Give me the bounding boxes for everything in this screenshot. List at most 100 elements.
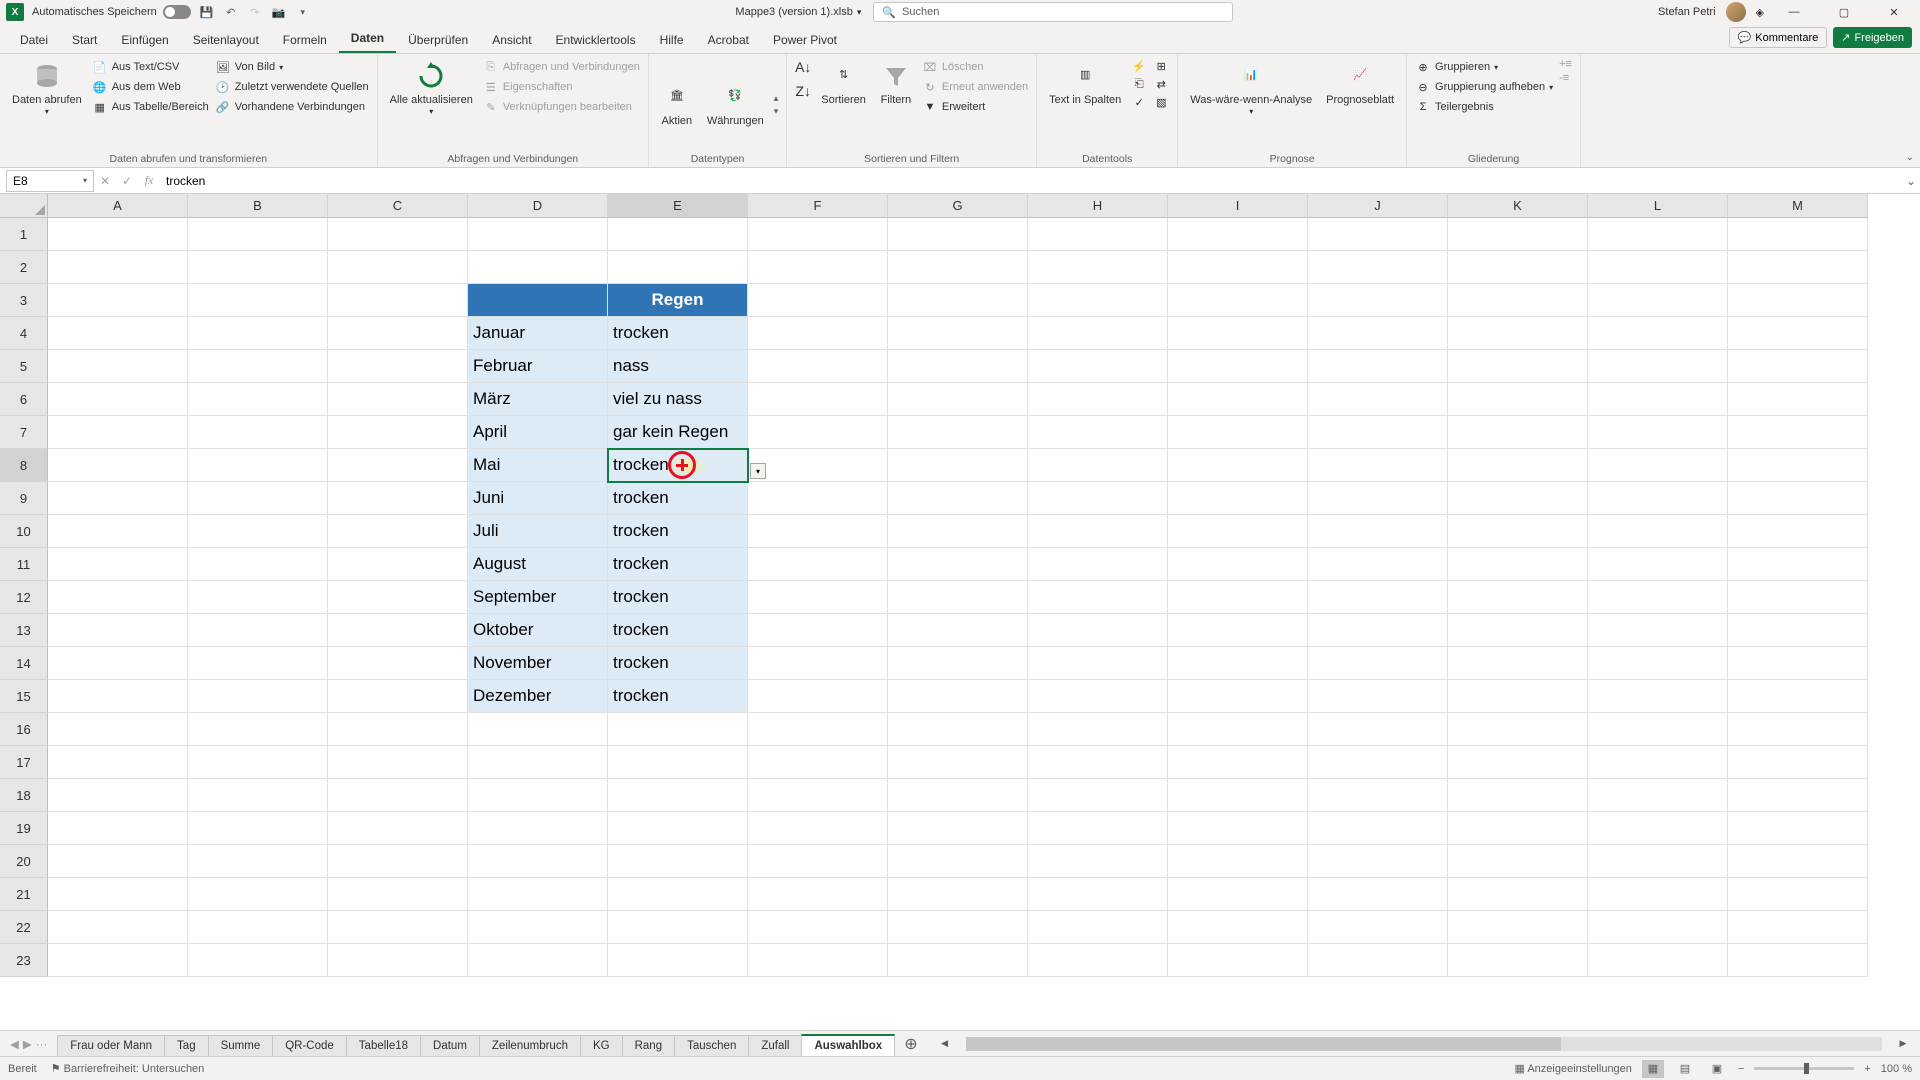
sheet-tab-tabelle18[interactable]: Tabelle18 <box>346 1035 421 1056</box>
cell-I10[interactable] <box>1168 515 1308 548</box>
stocks-button[interactable]: 🏛Aktien <box>657 79 697 130</box>
col-header-H[interactable]: H <box>1028 194 1168 218</box>
cell-D12[interactable]: September <box>468 581 608 614</box>
cell-F22[interactable] <box>748 911 888 944</box>
tab-einfuegen[interactable]: Einfügen <box>109 27 180 53</box>
row-header-19[interactable]: 19 <box>0 812 48 845</box>
cell-L23[interactable] <box>1588 944 1728 977</box>
cell-A9[interactable] <box>48 482 188 515</box>
cell-A3[interactable] <box>48 284 188 317</box>
cell-K14[interactable] <box>1448 647 1588 680</box>
cell-B7[interactable] <box>188 416 328 449</box>
cell-C9[interactable] <box>328 482 468 515</box>
row-header-6[interactable]: 6 <box>0 383 48 416</box>
cell-G2[interactable] <box>888 251 1028 284</box>
cell-B23[interactable] <box>188 944 328 977</box>
cell-I6[interactable] <box>1168 383 1308 416</box>
fx-button[interactable]: fx <box>138 173 160 188</box>
row-header-23[interactable]: 23 <box>0 944 48 977</box>
cell-C6[interactable] <box>328 383 468 416</box>
cell-K7[interactable] <box>1448 416 1588 449</box>
cell-D17[interactable] <box>468 746 608 779</box>
cell-G7[interactable] <box>888 416 1028 449</box>
cell-K12[interactable] <box>1448 581 1588 614</box>
row-header-3[interactable]: 3 <box>0 284 48 317</box>
cell-G14[interactable] <box>888 647 1028 680</box>
cell-E2[interactable] <box>608 251 748 284</box>
cell-I23[interactable] <box>1168 944 1308 977</box>
normal-view-icon[interactable]: ▦ <box>1642 1060 1664 1078</box>
cell-B2[interactable] <box>188 251 328 284</box>
cell-H15[interactable] <box>1028 680 1168 713</box>
subtotal[interactable]: ΣTeilergebnis <box>1415 98 1553 116</box>
cell-G3[interactable] <box>888 284 1028 317</box>
row-header-18[interactable]: 18 <box>0 779 48 812</box>
search-input[interactable]: 🔍 Suchen <box>873 2 1233 22</box>
cell-M21[interactable] <box>1728 878 1868 911</box>
tab-acrobat[interactable]: Acrobat <box>696 27 761 53</box>
cell-A19[interactable] <box>48 812 188 845</box>
cell-J21[interactable] <box>1308 878 1448 911</box>
cell-G17[interactable] <box>888 746 1028 779</box>
cell-C2[interactable] <box>328 251 468 284</box>
spreadsheet-grid[interactable]: ABCDEFGHIJKLM 12345678910111213141516171… <box>0 194 1920 1030</box>
queries-connections[interactable]: ⎘Abfragen und Verbindungen <box>483 58 640 76</box>
cell-C16[interactable] <box>328 713 468 746</box>
cell-C7[interactable] <box>328 416 468 449</box>
cell-K6[interactable] <box>1448 383 1588 416</box>
cell-E9[interactable]: trocken <box>608 482 748 515</box>
cell-A7[interactable] <box>48 416 188 449</box>
diamond-icon[interactable]: ◈ <box>1756 6 1764 19</box>
more-icon[interactable]: ▾ <box>774 106 779 117</box>
cell-M10[interactable] <box>1728 515 1868 548</box>
cell-H7[interactable] <box>1028 416 1168 449</box>
cell-A14[interactable] <box>48 647 188 680</box>
cell-D4[interactable]: Januar <box>468 317 608 350</box>
cell-G18[interactable] <box>888 779 1028 812</box>
cell-D22[interactable] <box>468 911 608 944</box>
cell-J17[interactable] <box>1308 746 1448 779</box>
col-header-F[interactable]: F <box>748 194 888 218</box>
cell-G9[interactable] <box>888 482 1028 515</box>
zoom-thumb[interactable] <box>1804 1063 1809 1074</box>
row-header-1[interactable]: 1 <box>0 218 48 251</box>
row-header-5[interactable]: 5 <box>0 350 48 383</box>
cell-D11[interactable]: August <box>468 548 608 581</box>
cell-E20[interactable] <box>608 845 748 878</box>
cell-F16[interactable] <box>748 713 888 746</box>
cell-C23[interactable] <box>328 944 468 977</box>
cell-G6[interactable] <box>888 383 1028 416</box>
cell-M15[interactable] <box>1728 680 1868 713</box>
cell-I17[interactable] <box>1168 746 1308 779</box>
tab-hilfe[interactable]: Hilfe <box>648 27 696 53</box>
hscroll-thumb[interactable] <box>966 1037 1562 1051</box>
sheet-menu-icon[interactable]: ⋯ <box>36 1037 48 1051</box>
relationships-icon[interactable]: ⇄ <box>1153 76 1169 92</box>
cell-D2[interactable] <box>468 251 608 284</box>
cell-J14[interactable] <box>1308 647 1448 680</box>
cell-G23[interactable] <box>888 944 1028 977</box>
filename[interactable]: Mappe3 (version 1).xlsb ▾ <box>735 6 861 18</box>
cell-F10[interactable] <box>748 515 888 548</box>
from-text-csv[interactable]: 📄Aus Text/CSV <box>92 58 209 76</box>
sheet-tab-kg[interactable]: KG <box>580 1035 623 1056</box>
cell-H4[interactable] <box>1028 317 1168 350</box>
cell-C11[interactable] <box>328 548 468 581</box>
cell-K3[interactable] <box>1448 284 1588 317</box>
cell-C21[interactable] <box>328 878 468 911</box>
cell-J9[interactable] <box>1308 482 1448 515</box>
remove-dup-icon[interactable]: ⎗ <box>1131 76 1147 92</box>
cell-M1[interactable] <box>1728 218 1868 251</box>
sheet-tab-frau-oder-mann[interactable]: Frau oder Mann <box>57 1035 165 1056</box>
cell-J6[interactable] <box>1308 383 1448 416</box>
cell-C17[interactable] <box>328 746 468 779</box>
cell-A4[interactable] <box>48 317 188 350</box>
cell-F3[interactable] <box>748 284 888 317</box>
row-header-13[interactable]: 13 <box>0 614 48 647</box>
cell-A5[interactable] <box>48 350 188 383</box>
cell-E11[interactable]: trocken <box>608 548 748 581</box>
cell-I2[interactable] <box>1168 251 1308 284</box>
cell-B11[interactable] <box>188 548 328 581</box>
cell-D9[interactable]: Juni <box>468 482 608 515</box>
cell-F1[interactable] <box>748 218 888 251</box>
